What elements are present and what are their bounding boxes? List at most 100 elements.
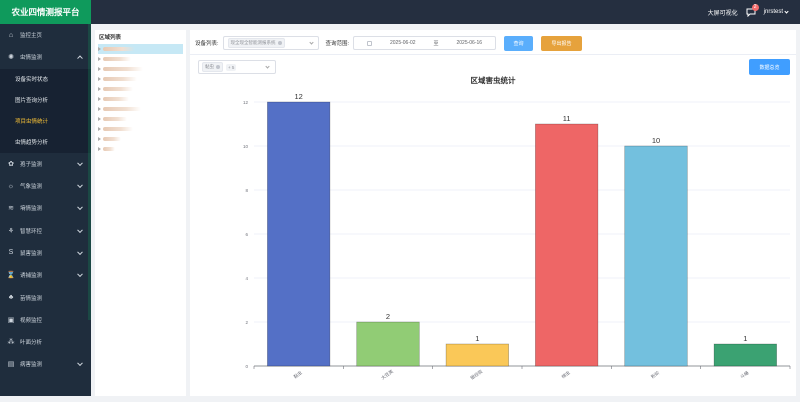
- sidebar-item-label: 鼠害监测: [20, 250, 43, 257]
- caret-right-icon[interactable]: [98, 87, 101, 91]
- y-tick-label: 2: [245, 320, 248, 325]
- sidebar-item-label: 墒情监测: [20, 206, 43, 213]
- trap-icon: ⌛: [6, 272, 16, 280]
- query-button[interactable]: 查询: [504, 35, 534, 51]
- date-range-picker[interactable]: 2025-06-02 至 2025-06-16: [353, 36, 497, 50]
- area-list-item[interactable]: [98, 64, 183, 74]
- bug-icon: ✺: [8, 54, 14, 62]
- date-start[interactable]: 2025-06-02: [389, 40, 416, 46]
- area-list-item[interactable]: [98, 134, 183, 144]
- caret-right-icon[interactable]: [98, 77, 101, 81]
- bottom-strip: [0, 396, 800, 402]
- area-list-item[interactable]: [98, 114, 183, 124]
- device-list-label: 设备列表:: [195, 41, 219, 47]
- visualization-link[interactable]: 大屏可视化: [707, 10, 738, 17]
- device-tag[interactable]: 现全现全智能测报系统: [227, 38, 285, 48]
- x-tick-label: 粉蚧: [649, 369, 661, 380]
- caret-right-icon[interactable]: [98, 127, 101, 131]
- chevron-down-icon: [77, 360, 83, 367]
- chevron-down-icon: [784, 8, 789, 14]
- bar-3: [535, 123, 599, 367]
- sidebar-item-8[interactable]: ♣ 苗情监测: [0, 286, 91, 308]
- area-list-item[interactable]: [98, 104, 183, 114]
- sidebar-item-label: 虫情监测: [20, 55, 43, 62]
- bar-4: [624, 145, 688, 367]
- notification-count-badge: 2: [751, 4, 759, 11]
- chevron-down-icon: [77, 182, 83, 189]
- y-tick-label: 12: [243, 100, 249, 105]
- caret-right-icon[interactable]: [98, 147, 101, 151]
- sidebar-item-label: 视频监控: [20, 317, 43, 324]
- close-icon[interactable]: [277, 41, 282, 45]
- sidebar-item-5[interactable]: ⚘ 智慧环控: [0, 219, 91, 241]
- pest-bar-chart: 0 2 4 6 8 10 12 12 黏虫 2 大豆荚 1 银纹夜 11 棉虫 10 粉蚧 1 斗蝽: [243, 92, 791, 382]
- sidebar-subitem-1[interactable]: 图片查询分析: [15, 98, 49, 105]
- filter-bar: 设备列表: 现全现全智能测报系统 查询范围: 2025-06-02 至 2025…: [195, 35, 583, 51]
- sidebar-item-3[interactable]: ☼ 气象监测: [0, 175, 91, 197]
- pest-select[interactable]: 黏虫 + 5: [198, 60, 276, 74]
- username: jnrstest: [763, 9, 783, 15]
- date-end[interactable]: 2025-06-16: [456, 40, 483, 46]
- area-list-item[interactable]: [98, 74, 183, 84]
- sidebar-accent-edge: [88, 24, 91, 320]
- area-list-item[interactable]: [98, 44, 183, 54]
- sidebar-item-7[interactable]: ⌛ 诱捕监测: [0, 264, 91, 286]
- sidebar-submenu: 设备实时状态 图片查询分析 项目虫情统计 虫情趋势分析: [0, 68, 91, 153]
- sidebar-item-label: 苗情监测: [20, 295, 43, 302]
- area-name-redacted: [103, 97, 129, 101]
- caret-right-icon[interactable]: [98, 97, 101, 101]
- bar-value-label: 10: [652, 136, 660, 145]
- sidebar-item-11[interactable]: ▤ 病害监测: [0, 353, 91, 375]
- soil-moisture-icon: ≋: [8, 205, 14, 213]
- device-select[interactable]: 现全现全智能测报系统: [222, 36, 319, 50]
- caret-right-icon[interactable]: [98, 137, 101, 141]
- area-list-item[interactable]: [98, 144, 183, 154]
- sidebar-item-9[interactable]: ▣ 视频监控: [0, 309, 91, 331]
- caret-right-icon[interactable]: [98, 107, 101, 111]
- area-list-item[interactable]: [98, 94, 183, 104]
- sidebar-item-2[interactable]: ✿ 孢子监测: [0, 153, 91, 175]
- rodent-icon: S: [8, 249, 14, 257]
- notification-bell-icon[interactable]: 2: [746, 4, 759, 18]
- area-list-panel: 区域列表: [95, 30, 186, 396]
- spore-icon: ✿: [8, 160, 14, 168]
- area-name-redacted: [103, 47, 135, 51]
- caret-right-icon[interactable]: [98, 67, 101, 71]
- close-icon[interactable]: [216, 65, 220, 69]
- area-list-item[interactable]: [98, 124, 183, 134]
- pest-tag[interactable]: 黏虫: [202, 62, 223, 72]
- caret-right-icon[interactable]: [98, 117, 101, 121]
- sidebar-item-10[interactable]: ⁂ 叶面分析: [0, 331, 91, 353]
- bar-2: [445, 343, 509, 367]
- data-overview-button[interactable]: 数据总览: [749, 59, 790, 75]
- sidebar-item-0[interactable]: ⌂ 监控主页: [0, 24, 91, 46]
- pest-tag-label: 黏虫: [205, 64, 214, 69]
- bar-0: [267, 101, 331, 367]
- filter-divider: [190, 54, 796, 55]
- sidebar-subitem-2[interactable]: 项目虫情统计: [15, 119, 49, 126]
- caret-right-icon[interactable]: [98, 47, 101, 51]
- y-tick-label: 6: [245, 232, 248, 237]
- bar-value-label: 12: [294, 92, 302, 101]
- caret-right-icon[interactable]: [98, 57, 101, 61]
- export-report-button[interactable]: 导出报告: [541, 35, 583, 51]
- sidebar-item-1[interactable]: ✺ 虫情监测: [0, 46, 91, 68]
- device-tag-label: 现全现全智能测报系统: [230, 40, 276, 45]
- sidebar: ⌂ 监控主页 ✺ 虫情监测 设备实时状态 图片查询分析 项目虫情统计 虫情趋势分析 ✿ 孢子监测 ☼…: [0, 24, 91, 402]
- sidebar-item-label: 叶面分析: [20, 340, 43, 347]
- area-name-redacted: [103, 147, 115, 151]
- calendar-icon: [367, 40, 373, 46]
- user-menu[interactable]: jnrstest: [763, 8, 789, 15]
- bar-value-label: 11: [563, 114, 571, 123]
- date-range-label: 查询范围:: [325, 41, 350, 47]
- area-list-item[interactable]: [98, 54, 183, 64]
- area-list-item[interactable]: [98, 84, 183, 94]
- area-name-redacted: [103, 127, 133, 131]
- sidebar-item-6[interactable]: S 鼠害监测: [0, 242, 91, 264]
- home-icon: ⌂: [8, 31, 14, 39]
- sidebar-subitem-3[interactable]: 虫情趋势分析: [15, 140, 49, 147]
- sidebar-subitem-0[interactable]: 设备实时状态: [15, 77, 49, 84]
- sidebar-item-4[interactable]: ≋ 墒情监测: [0, 197, 91, 219]
- sidebar-item-label: 诱捕监测: [20, 273, 43, 280]
- x-tick-label: 斗蝽: [739, 369, 751, 380]
